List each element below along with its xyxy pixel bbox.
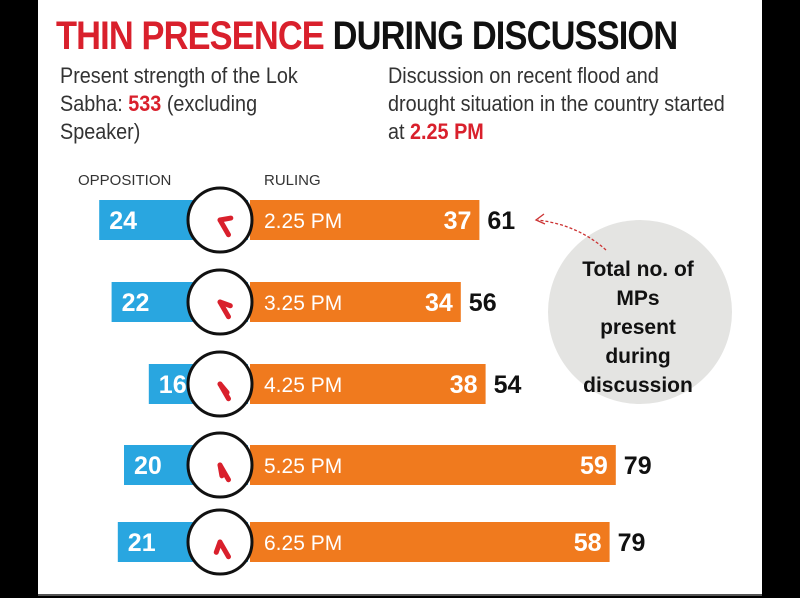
ruling-value: 38: [450, 371, 478, 399]
ruling-bar: [250, 522, 610, 562]
total-value: 79: [624, 452, 652, 480]
opposition-value: 22: [122, 289, 150, 317]
opposition-value: 20: [134, 452, 162, 480]
ruling-value: 58: [574, 529, 602, 557]
time-label: 6.25 PM: [264, 532, 342, 555]
page-title: THIN PRESENCE DURING DISCUSSION: [56, 14, 679, 59]
chart-svg: 24 37 61 2.25 PM 22 34 56 3.25 PM 16 38 54 4.25 PM 2…: [99, 186, 732, 576]
total-value: 56: [469, 289, 497, 317]
subtitle-left: Present strength of the Lok Sabha: 533 (…: [60, 62, 330, 146]
opposition-value: 16: [159, 371, 187, 399]
subtitle-right-text: Discussion on recent flood and drought s…: [388, 63, 725, 144]
clock-minute-hand: [217, 462, 231, 483]
strength-value: 533: [128, 91, 162, 116]
clock-minute-hand: [217, 381, 231, 402]
time-label: 5.25 PM: [264, 455, 342, 478]
ruling-value: 59: [580, 452, 608, 480]
legend-opposition: OPPOSITION: [78, 172, 172, 189]
legend-ruling: RULING: [264, 172, 321, 189]
total-value: 54: [494, 371, 522, 399]
annotation-text: Total no. of MPs present during discussi…: [582, 258, 694, 397]
ruling-bar: [250, 282, 461, 322]
clock-minute-hand: [217, 217, 231, 238]
title-rest: DURING DISCUSSION: [332, 14, 679, 58]
ruling-bar: [250, 200, 480, 240]
annotation-circle: [548, 220, 732, 404]
subtitle-right: Discussion on recent flood and drought s…: [388, 62, 730, 146]
annotation-arrowhead: [534, 213, 546, 225]
time-label: 4.25 PM: [264, 374, 342, 397]
time-label: 2.25 PM: [264, 210, 342, 233]
subtitle-left-text-after: (excluding Speaker): [60, 91, 258, 144]
ruling-bar: [250, 364, 486, 404]
clock-minute-hand: [217, 299, 231, 320]
time-label: 3.25 PM: [264, 292, 342, 315]
opposition-value: 24: [109, 207, 137, 235]
title-highlight: THIN PRESENCE: [56, 14, 325, 58]
ruling-value: 37: [444, 207, 472, 235]
clock-minute-hand: [217, 539, 231, 560]
ruling-bar: [250, 445, 616, 485]
annotation-arrow: [537, 219, 607, 251]
total-value: 79: [618, 529, 646, 557]
start-time-value: 2.25 PM: [410, 119, 484, 144]
opposition-value: 21: [128, 529, 156, 557]
infographic-panel: THIN PRESENCE DURING DISCUSSION Present …: [38, 0, 762, 596]
ruling-value: 34: [425, 289, 453, 317]
subtitle-left-text: Present strength of the Lok Sabha:: [60, 63, 298, 116]
total-value: 61: [487, 207, 515, 235]
